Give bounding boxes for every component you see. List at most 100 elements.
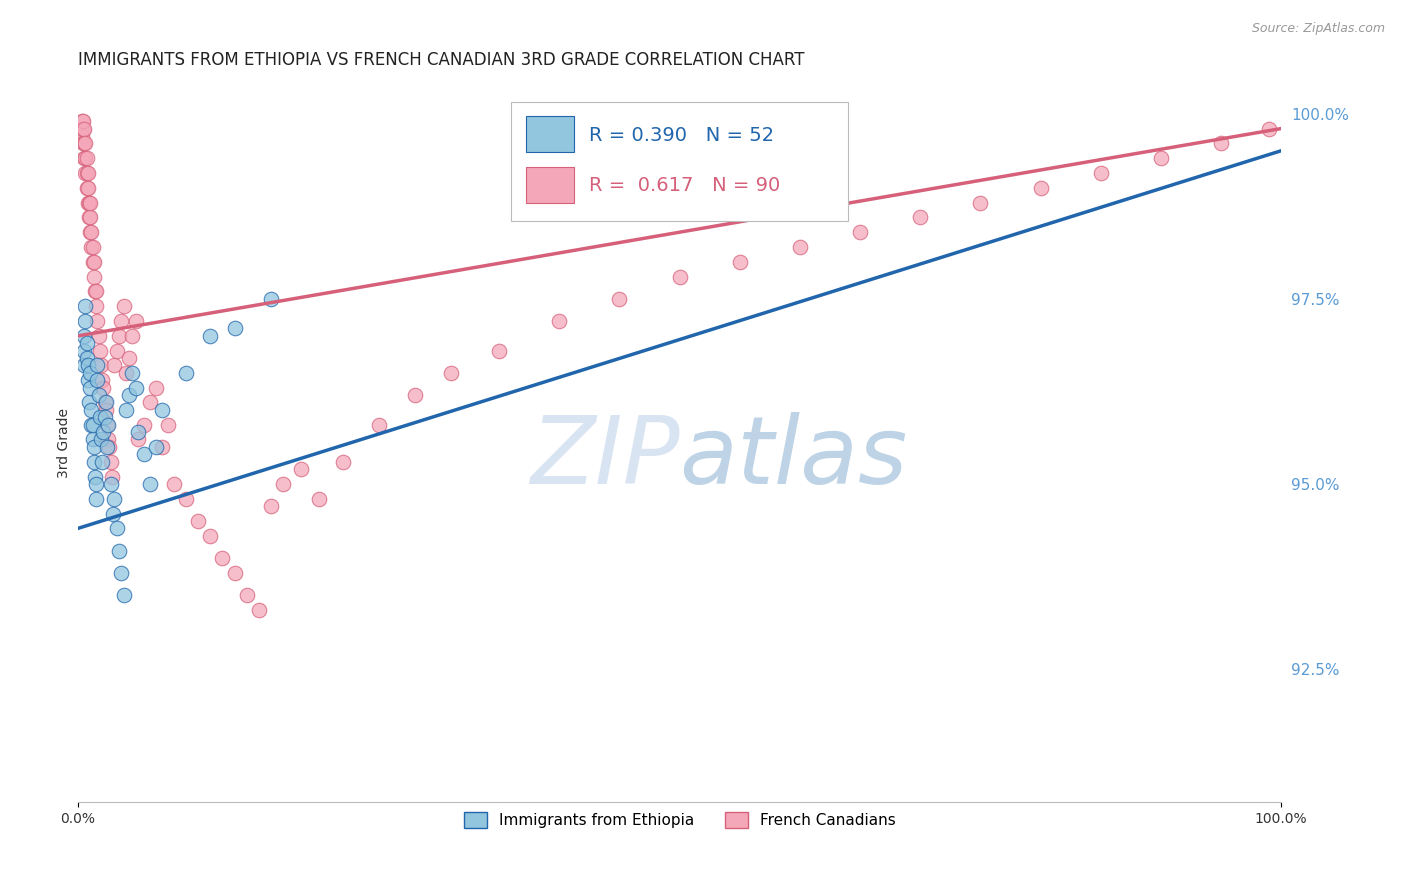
Point bbox=[200, 329, 222, 343]
Point bbox=[82, 255, 104, 269]
Point bbox=[97, 433, 120, 447]
FancyBboxPatch shape bbox=[526, 167, 574, 202]
Point bbox=[115, 366, 138, 380]
Point bbox=[668, 269, 690, 284]
Point bbox=[84, 477, 107, 491]
Point bbox=[80, 225, 103, 239]
Point bbox=[75, 166, 97, 180]
Point bbox=[145, 440, 167, 454]
Point bbox=[112, 588, 135, 602]
Point bbox=[96, 417, 118, 432]
Point bbox=[75, 314, 97, 328]
Point bbox=[969, 195, 991, 210]
Point bbox=[73, 151, 96, 165]
Point bbox=[86, 314, 108, 328]
Point bbox=[115, 403, 138, 417]
Point bbox=[84, 469, 107, 483]
Point bbox=[101, 507, 124, 521]
Point bbox=[150, 403, 173, 417]
Point bbox=[89, 343, 111, 358]
Point bbox=[789, 240, 811, 254]
Point bbox=[90, 433, 112, 447]
Point bbox=[404, 388, 426, 402]
Point bbox=[121, 329, 143, 343]
Point bbox=[110, 566, 132, 580]
Point bbox=[332, 455, 354, 469]
Point bbox=[548, 314, 571, 328]
Point bbox=[76, 181, 98, 195]
Point bbox=[1150, 151, 1173, 165]
Point bbox=[82, 433, 104, 447]
FancyBboxPatch shape bbox=[512, 102, 848, 220]
Point bbox=[93, 425, 115, 439]
Point bbox=[73, 359, 96, 373]
Point bbox=[139, 477, 162, 491]
Point bbox=[84, 299, 107, 313]
Point bbox=[100, 477, 122, 491]
Point bbox=[79, 211, 101, 225]
Point bbox=[134, 417, 156, 432]
Point bbox=[259, 292, 281, 306]
Point bbox=[127, 433, 149, 447]
Point bbox=[157, 417, 180, 432]
Point bbox=[103, 359, 125, 373]
Text: IMMIGRANTS FROM ETHIOPIA VS FRENCH CANADIAN 3RD GRADE CORRELATION CHART: IMMIGRANTS FROM ETHIOPIA VS FRENCH CANAD… bbox=[79, 51, 804, 69]
Point bbox=[97, 417, 120, 432]
Point bbox=[77, 195, 100, 210]
Point bbox=[76, 373, 98, 387]
Point bbox=[259, 499, 281, 513]
Point bbox=[105, 343, 128, 358]
Point bbox=[75, 136, 97, 151]
Point bbox=[77, 211, 100, 225]
Point bbox=[73, 329, 96, 343]
Point bbox=[187, 514, 209, 528]
Point bbox=[100, 455, 122, 469]
Point bbox=[96, 440, 118, 454]
Point bbox=[79, 195, 101, 210]
Point bbox=[79, 225, 101, 239]
Point bbox=[84, 285, 107, 299]
Point bbox=[76, 166, 98, 180]
Point bbox=[76, 336, 98, 351]
Point bbox=[70, 128, 93, 143]
Point bbox=[118, 351, 141, 365]
Text: atlas: atlas bbox=[679, 412, 908, 503]
Point bbox=[91, 455, 114, 469]
Point bbox=[908, 211, 931, 225]
Point bbox=[235, 588, 257, 602]
Point bbox=[70, 114, 93, 128]
Point bbox=[176, 491, 198, 506]
Point bbox=[1029, 181, 1052, 195]
Point bbox=[94, 403, 117, 417]
Point bbox=[90, 359, 112, 373]
FancyBboxPatch shape bbox=[526, 117, 574, 153]
Point bbox=[76, 359, 98, 373]
Point bbox=[73, 121, 96, 136]
Point bbox=[91, 373, 114, 387]
Point bbox=[94, 395, 117, 409]
Point bbox=[112, 299, 135, 313]
Point bbox=[87, 329, 110, 343]
Text: ZIP: ZIP bbox=[530, 412, 679, 503]
Point bbox=[271, 477, 294, 491]
Point bbox=[76, 166, 98, 180]
Point bbox=[121, 366, 143, 380]
Point bbox=[86, 373, 108, 387]
Point bbox=[83, 455, 105, 469]
Point bbox=[73, 136, 96, 151]
Point bbox=[134, 447, 156, 461]
Point bbox=[76, 195, 98, 210]
Point bbox=[72, 114, 94, 128]
Point bbox=[108, 543, 131, 558]
Point bbox=[440, 366, 463, 380]
Point bbox=[139, 395, 162, 409]
Point bbox=[84, 491, 107, 506]
Point bbox=[86, 359, 108, 373]
Point bbox=[76, 181, 98, 195]
Point bbox=[488, 343, 510, 358]
Point bbox=[127, 425, 149, 439]
Point bbox=[150, 440, 173, 454]
Point bbox=[163, 477, 186, 491]
Point bbox=[125, 314, 148, 328]
Point bbox=[1209, 136, 1232, 151]
